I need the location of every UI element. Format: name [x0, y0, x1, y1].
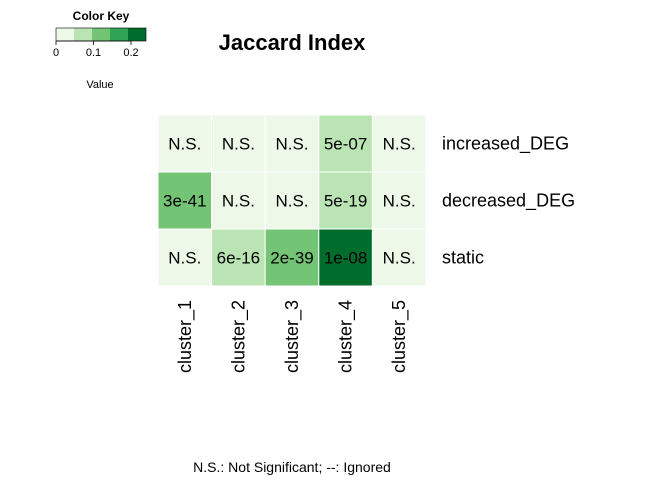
heatmap-cell-label: 5e-19: [324, 192, 367, 211]
heatmap-cell: [371, 114, 427, 173]
color-key-ticks: 0 0.1 0.2: [53, 40, 139, 59]
heatmap-cell-label: 5e-07: [324, 135, 367, 154]
color-key-tick-label: 0.1: [86, 47, 101, 59]
color-key-bin: [110, 28, 128, 41]
column-label: cluster_1: [175, 300, 196, 373]
color-key-bin: [128, 28, 146, 41]
heatmap-cell: [264, 228, 320, 287]
color-key-title: Color Key: [73, 9, 130, 23]
heatmap-cell-label: 1e-08: [324, 249, 367, 268]
heatmap-cell-labels: N.S. N.S. N.S. 5e-07 N.S. 3e-41 N.S. N.S. 5e-19 N…: [163, 135, 416, 268]
heatmap-cells: [157, 114, 427, 287]
row-label: decreased_DEG: [442, 191, 575, 212]
heatmap-cell-label: N.S.: [383, 135, 416, 154]
color-key-bin: [92, 28, 110, 41]
heatmap-cell: [211, 228, 266, 287]
heatmap-cell-label: 6e-16: [217, 249, 260, 268]
heatmap-cell-label: N.S.: [383, 249, 416, 268]
footnote: N.S.: Not Significant; --: Ignored: [193, 459, 391, 475]
heatmap-cell: [318, 228, 373, 287]
heatmap-cell-label: N.S.: [222, 192, 255, 211]
color-key-bins: [55, 27, 147, 42]
column-labels: cluster_1 cluster_2 cluster_3 cluster_4 clus…: [175, 300, 410, 373]
heatmap-cell: [371, 228, 427, 287]
heatmap-cell-label: N.S.: [383, 192, 416, 211]
heatmap-cell: [318, 171, 373, 230]
column-label: cluster_4: [336, 300, 357, 373]
row-label: increased_DEG: [442, 134, 569, 155]
heatmap-cell-label: N.S.: [168, 135, 201, 154]
color-key-axis-label: Value: [86, 79, 113, 91]
color-key-tick-label: 0: [53, 47, 59, 59]
row-label: static: [442, 248, 484, 268]
heatmap-cell: [264, 171, 320, 230]
column-label: cluster_3: [282, 300, 303, 373]
heatmap-cell-label: 2e-39: [270, 249, 313, 268]
column-label: cluster_5: [389, 300, 410, 373]
color-key-bin: [56, 28, 74, 41]
heatmap-cell-label: N.S.: [275, 192, 308, 211]
heatmap-cell-label: 3e-41: [163, 192, 206, 211]
heatmap-cell-label: N.S.: [275, 135, 308, 154]
chart-title: Jaccard Index: [219, 30, 367, 55]
column-label: cluster_2: [228, 300, 249, 373]
heatmap-cell-label: N.S.: [168, 249, 201, 268]
heatmap-cell: [157, 114, 213, 173]
color-key: Color Key 0 0.1 0.2 Value: [53, 9, 147, 91]
heatmap-cell-label: N.S.: [222, 135, 255, 154]
heatmap-cell: [371, 171, 427, 230]
color-key-bin: [74, 28, 92, 41]
color-key-tick-label: 0.2: [123, 47, 138, 59]
